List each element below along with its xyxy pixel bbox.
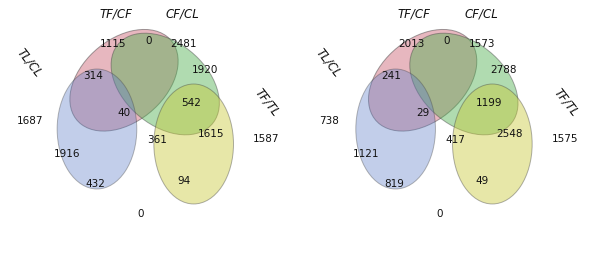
Text: 40: 40	[117, 107, 130, 117]
Text: 819: 819	[384, 178, 404, 188]
Ellipse shape	[70, 30, 178, 132]
Text: 542: 542	[181, 97, 201, 107]
Text: 0: 0	[437, 208, 443, 218]
Text: CF/CL: CF/CL	[464, 7, 498, 20]
Text: TL/CL: TL/CL	[313, 45, 343, 79]
Text: 1115: 1115	[99, 39, 126, 49]
Text: 2013: 2013	[398, 39, 424, 49]
Text: 361: 361	[147, 134, 167, 145]
Text: CF/CL: CF/CL	[165, 7, 199, 20]
Text: 738: 738	[319, 116, 339, 126]
Text: 432: 432	[86, 178, 105, 188]
Text: 2548: 2548	[496, 128, 522, 138]
Text: 1199: 1199	[476, 97, 503, 107]
Text: 49: 49	[476, 176, 489, 185]
Text: 0: 0	[145, 36, 151, 46]
Text: 1121: 1121	[352, 148, 379, 158]
Text: 2788: 2788	[490, 65, 517, 75]
Text: 1587: 1587	[253, 133, 280, 143]
Text: 1575: 1575	[552, 133, 578, 143]
Text: TL/CL: TL/CL	[14, 45, 45, 79]
Text: 314: 314	[83, 71, 103, 81]
Text: 2481: 2481	[171, 39, 197, 49]
Text: 0: 0	[138, 208, 145, 218]
Text: 94: 94	[177, 176, 190, 185]
Ellipse shape	[111, 34, 220, 135]
Text: 417: 417	[446, 134, 465, 145]
Ellipse shape	[368, 30, 477, 132]
Text: 1573: 1573	[469, 39, 496, 49]
Ellipse shape	[410, 34, 518, 135]
Text: 1920: 1920	[192, 65, 218, 75]
Ellipse shape	[453, 85, 532, 204]
Text: TF/CF: TF/CF	[99, 7, 132, 20]
Ellipse shape	[57, 70, 137, 189]
Ellipse shape	[154, 85, 233, 204]
Ellipse shape	[356, 70, 436, 189]
Text: TF/TL: TF/TL	[252, 86, 282, 118]
Text: 0: 0	[444, 36, 450, 46]
Text: 241: 241	[381, 71, 401, 81]
Text: 29: 29	[416, 107, 429, 117]
Text: TF/CF: TF/CF	[397, 7, 431, 20]
Text: TF/TL: TF/TL	[551, 86, 581, 118]
Text: 1615: 1615	[198, 128, 224, 138]
Text: 1916: 1916	[54, 148, 80, 158]
Text: 1687: 1687	[17, 116, 43, 126]
